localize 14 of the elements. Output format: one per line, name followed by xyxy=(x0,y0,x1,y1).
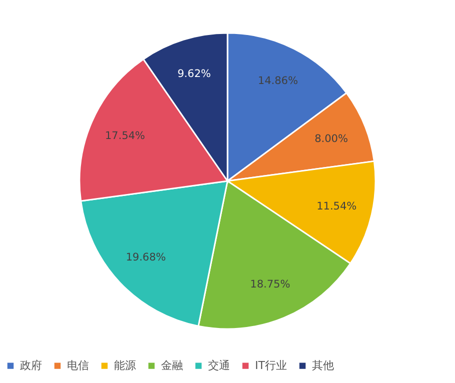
data-label: 14.86% xyxy=(258,74,298,87)
legend-label: 交通 xyxy=(208,358,230,372)
data-label: 11.54% xyxy=(316,200,357,212)
legend-label: 能源 xyxy=(114,358,136,372)
data-label: 18.75% xyxy=(250,278,290,291)
legend-label: 金融 xyxy=(161,358,183,372)
legend-label: 其他 xyxy=(312,358,334,372)
data-label: 8.00% xyxy=(314,132,348,145)
legend-label: 政府 xyxy=(20,358,42,372)
data-label: 17.54% xyxy=(104,130,146,142)
data-label: 19.68% xyxy=(126,252,166,264)
legend-label: 电信 xyxy=(67,358,89,372)
data-label: 9.62% xyxy=(177,68,211,80)
legend-label: IT行业 xyxy=(255,358,287,372)
